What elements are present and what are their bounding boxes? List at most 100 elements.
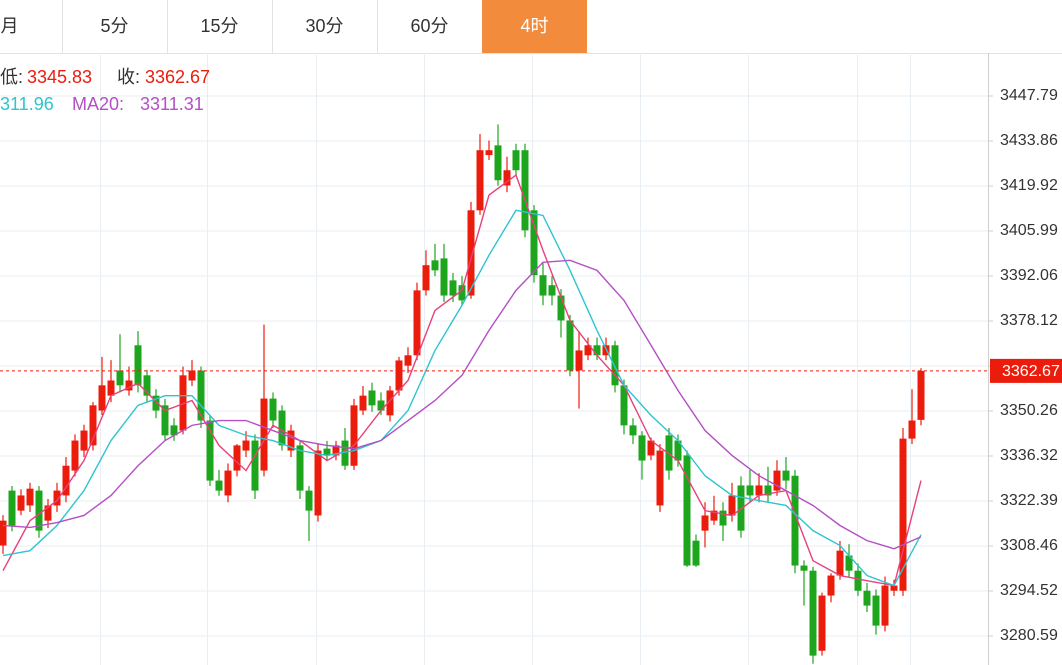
moving-average-line [2, 259, 922, 550]
ma20-label: MA20: [72, 94, 124, 114]
plot-area [0, 124, 988, 664]
candle-body [458, 285, 466, 301]
candle-body [701, 515, 709, 531]
candle-body [683, 455, 691, 566]
candle-body [746, 485, 754, 496]
y-tick-label: 3433.86 [1000, 132, 1058, 149]
candle-body [359, 395, 367, 411]
candle-body [629, 425, 637, 436]
candle-body [620, 385, 628, 426]
tab[interactable]: 60分 [410, 16, 448, 36]
candle-body [566, 320, 574, 371]
candle-body [44, 505, 52, 521]
candle-body [26, 488, 34, 506]
info-bar: 低: 3345.83 收: 3362.67 311.96 MA20: 3311.31 [0, 67, 210, 114]
candle-body [503, 170, 511, 186]
candle-body [170, 425, 178, 436]
candle-body [152, 395, 160, 411]
candle-body [494, 145, 502, 181]
candle-body [242, 440, 250, 451]
candle-body [512, 150, 520, 171]
candle-body [404, 355, 412, 366]
candle-body [827, 575, 835, 596]
candle-body [422, 265, 430, 291]
candle-body [863, 590, 871, 606]
candle-body [593, 345, 601, 356]
candle-body [89, 405, 97, 446]
candle-body [8, 490, 16, 526]
candle-body [557, 295, 565, 321]
tab[interactable]: 4时 [520, 16, 548, 36]
candle-body [440, 258, 448, 296]
tabs: 月 5分 15分 30分 60分 4时 [1, 0, 587, 53]
candle-body [899, 438, 907, 591]
candle-body [278, 410, 286, 446]
close-label: 收: [117, 67, 140, 87]
candle-body [476, 150, 484, 211]
candle-body [188, 370, 196, 381]
candle-body [269, 398, 277, 421]
candle-body [809, 570, 817, 656]
y-tick-label: 3419.92 [1000, 177, 1058, 194]
y-tick-label: 3350.26 [1000, 402, 1058, 419]
y-tick-label: 3280.59 [1000, 627, 1058, 644]
candle-body [845, 555, 853, 571]
candle-body [197, 370, 205, 421]
candle-body [134, 345, 142, 386]
candle-body [638, 435, 646, 461]
candle-body [584, 345, 592, 356]
candle-body [143, 375, 151, 396]
y-tick-label: 3405.99 [1000, 222, 1058, 239]
candle-body [665, 435, 673, 471]
candle-body [125, 380, 133, 391]
candle-body [35, 490, 43, 531]
candle-body [908, 420, 916, 439]
tab[interactable]: 15分 [200, 16, 238, 36]
candle-body [674, 440, 682, 461]
candle-body [647, 440, 655, 456]
candle-body [395, 360, 403, 391]
candle-body [791, 475, 799, 566]
candle-body [917, 370, 925, 420]
tab[interactable]: 月 [1, 16, 19, 36]
candle-body [377, 400, 385, 411]
y-tick-label: 3378.12 [1000, 312, 1058, 329]
candle-body [530, 210, 538, 276]
candle-body [368, 390, 376, 406]
candle-body [296, 445, 304, 491]
candle-body [818, 595, 826, 651]
candle-body [881, 585, 889, 626]
candle-body [332, 445, 340, 456]
ma10-value: 311.96 [0, 94, 54, 114]
candle-body [53, 490, 61, 506]
candle-body [350, 405, 358, 466]
low-label: 低: [0, 67, 23, 87]
candle-body [215, 480, 223, 491]
candle-body [728, 495, 736, 516]
candle-body [224, 470, 232, 496]
candle-body [467, 210, 475, 296]
candle-body [548, 285, 556, 296]
candle-body [782, 470, 790, 481]
candle-body [836, 550, 844, 576]
candle-body [413, 290, 421, 356]
candle-body [179, 375, 187, 431]
close-value: 3362.67 [145, 67, 210, 87]
candle-body [260, 398, 268, 471]
candle-body [323, 448, 331, 456]
candle-body [107, 380, 115, 396]
candle-body [116, 370, 124, 386]
y-tick-label: 3447.79 [1000, 87, 1058, 104]
candle-body [773, 470, 781, 491]
candle-body [62, 465, 70, 496]
y-tick-label: 3392.06 [1000, 267, 1058, 284]
y-axis: 3280.59 3294.52 3308.46 3322.39 3336.32 3350.… [988, 87, 1062, 644]
candle-body [71, 440, 79, 471]
candle-body [611, 345, 619, 386]
tab[interactable]: 30分 [305, 16, 343, 36]
candle-body [719, 510, 727, 526]
candle-body [449, 280, 457, 296]
tab[interactable]: 5分 [100, 16, 128, 36]
y-tick-label: 3322.39 [1000, 492, 1058, 509]
